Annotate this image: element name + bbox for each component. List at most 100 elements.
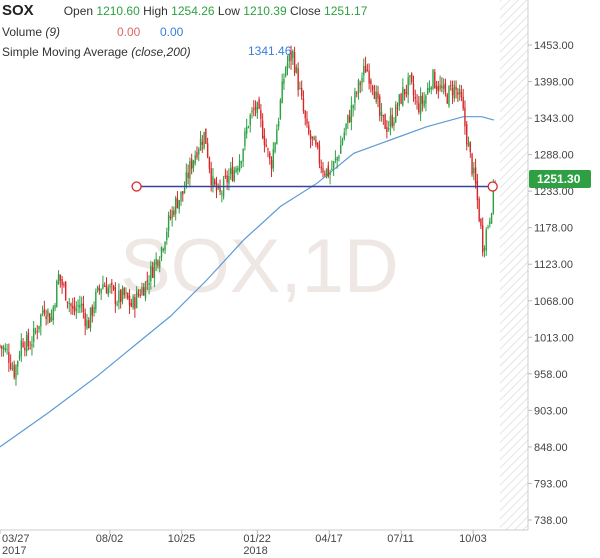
- candle-body: [446, 94, 448, 104]
- y-tick-label: 1013.00: [534, 332, 574, 344]
- candle-body: [336, 157, 338, 161]
- candle-body: [263, 135, 266, 145]
- candle-body: [345, 123, 347, 130]
- candle-body: [41, 311, 44, 313]
- candle-body: [180, 191, 182, 202]
- candle-body: [222, 178, 225, 197]
- candle-body: [151, 267, 154, 278]
- candle-body: [398, 94, 400, 107]
- candle-body: [38, 325, 40, 330]
- candle-body: [164, 242, 166, 251]
- price-badge-text: 1251.30: [537, 172, 581, 186]
- candle-body: [240, 161, 243, 163]
- candle-body: [418, 103, 420, 112]
- legend-row-volume[interactable]: Volume (9) 0.00 0.00: [2, 25, 183, 39]
- candle-body: [450, 85, 452, 87]
- candle-body: [325, 168, 328, 177]
- candle-body: [203, 131, 205, 149]
- candle-body: [72, 306, 74, 309]
- candle-body: [2, 347, 5, 350]
- candle-body: [396, 107, 399, 109]
- symbol-name[interactable]: SOX: [2, 2, 34, 19]
- support-handle-left[interactable]: [131, 181, 142, 192]
- candle-body: [114, 287, 117, 304]
- candle-body: [61, 279, 63, 286]
- candle-body: [233, 170, 235, 182]
- candle-body: [107, 287, 109, 295]
- candle-body: [22, 342, 24, 348]
- candle-body: [302, 98, 305, 112]
- candle-body: [437, 86, 440, 92]
- candle-body: [324, 174, 326, 176]
- candle-body: [407, 77, 409, 95]
- candle-body: [20, 340, 22, 356]
- candle-body: [50, 317, 53, 321]
- sma-path[interactable]: [0, 116, 495, 448]
- candle-body: [356, 93, 358, 95]
- candle-body: [75, 308, 78, 311]
- candle-body: [160, 247, 163, 258]
- y-tick-label: 1068.00: [534, 296, 574, 308]
- candle-body: [153, 262, 156, 279]
- candle-body: [411, 73, 413, 83]
- candle-body: [66, 301, 69, 303]
- candle-body: [251, 110, 253, 113]
- candle-body: [31, 344, 33, 347]
- watermark: SOX,1D: [120, 224, 399, 309]
- legend-row-sma[interactable]: Simple Moving Average (close,200): [2, 45, 191, 59]
- open-value: 1210.60: [96, 4, 140, 18]
- candle-body: [116, 303, 118, 305]
- price-badge-box: [529, 169, 591, 188]
- candle-body: [196, 152, 198, 158]
- candle-body: [162, 249, 164, 251]
- price-badge[interactable]: 1251.30: [529, 169, 591, 188]
- candle-body: [199, 138, 202, 150]
- candle-body: [347, 114, 349, 124]
- candle-body: [348, 116, 351, 122]
- candle-body: [238, 160, 241, 171]
- candle-body: [6, 349, 8, 351]
- candle-body: [322, 168, 324, 173]
- candle-body: [334, 158, 337, 160]
- candle-body: [105, 285, 108, 294]
- candle-body: [260, 110, 262, 119]
- candle-body: [354, 91, 356, 104]
- candle-body: [469, 141, 471, 152]
- candle-body: [480, 219, 482, 227]
- candle-body: [205, 128, 207, 144]
- candle-body: [274, 142, 276, 152]
- candle-body: [412, 83, 415, 96]
- candle-body: [130, 302, 133, 307]
- candle-body: [34, 330, 37, 332]
- candle-body: [245, 127, 248, 134]
- candle-body: [13, 364, 15, 378]
- candle-body: [343, 132, 345, 139]
- candle-body: [68, 303, 70, 305]
- candle-body: [183, 188, 186, 194]
- candle-body: [371, 86, 374, 91]
- candle-body: [167, 214, 170, 231]
- candle-body: [387, 127, 390, 130]
- candle-body: [423, 100, 425, 107]
- candle-body: [379, 96, 381, 116]
- candle-body: [157, 260, 159, 266]
- candle-body: [474, 167, 477, 184]
- candle-body: [295, 66, 298, 73]
- candle-body: [242, 148, 244, 162]
- candle-body: [311, 136, 314, 139]
- candle-body: [93, 306, 95, 313]
- candle-body: [444, 83, 447, 92]
- candle-body: [237, 168, 239, 171]
- candle-body: [320, 166, 322, 169]
- candle-body: [352, 105, 354, 109]
- candle-body: [363, 66, 365, 76]
- y-tick-label: 848.00: [534, 442, 568, 454]
- candle-body: [9, 363, 12, 369]
- candle-body: [304, 110, 306, 119]
- candle-body: [340, 144, 342, 154]
- candle-body: [258, 99, 260, 109]
- candle-body: [419, 96, 422, 114]
- support-handle-right[interactable]: [487, 181, 498, 192]
- candle-body: [391, 114, 393, 127]
